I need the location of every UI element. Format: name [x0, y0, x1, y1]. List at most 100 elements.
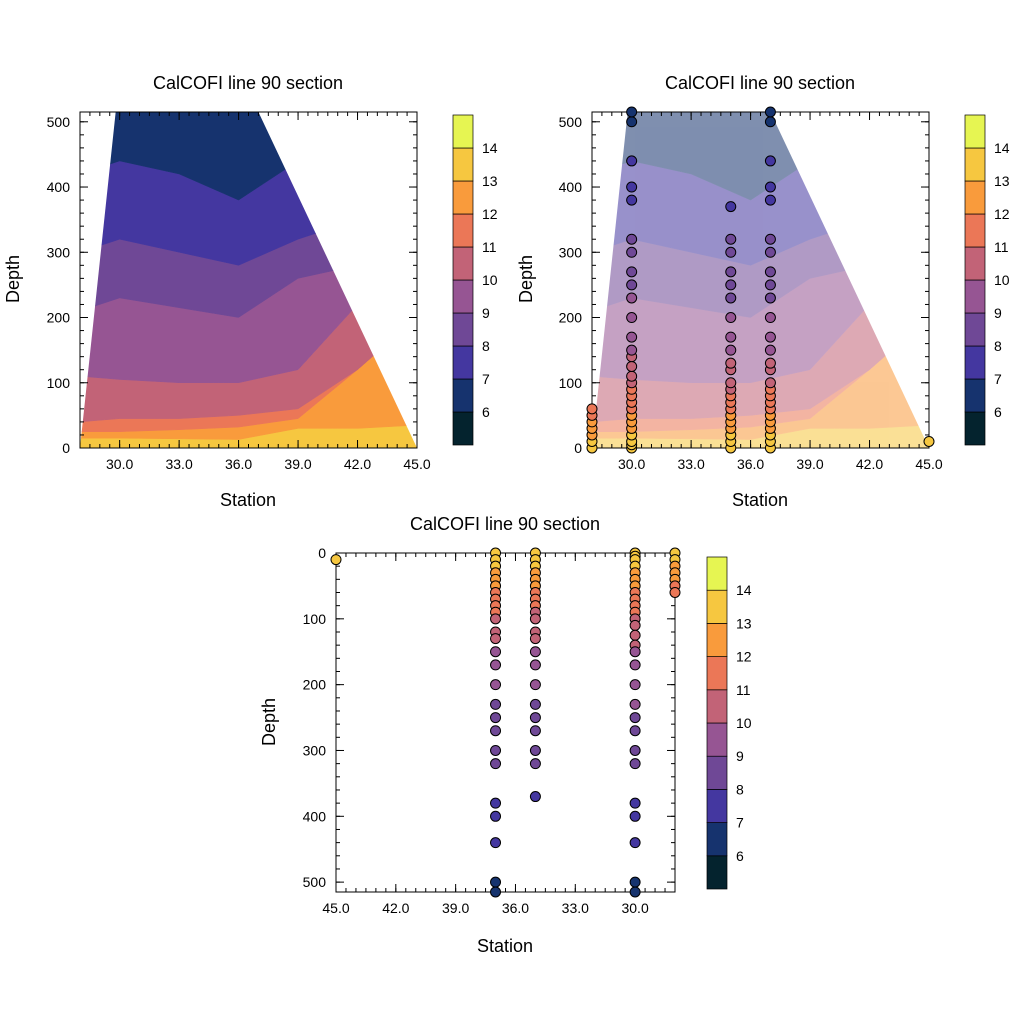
colorbar-swatch [706, 822, 728, 857]
observation-point [626, 116, 638, 128]
observation-point [725, 331, 737, 343]
chart-title: CalCOFI line 90 section [410, 514, 600, 534]
observation-point [764, 194, 776, 206]
x-tick-label: 36.0 [225, 456, 252, 472]
observation-point [626, 181, 638, 193]
observation-point [725, 357, 737, 369]
observation-point [490, 725, 502, 737]
observation-point [764, 181, 776, 193]
x-axis-title: Station [477, 936, 533, 956]
observation-point [764, 155, 776, 167]
panel-contour: CalCOFI line 90 section Station Depth 30… [3, 73, 498, 510]
observation-point [490, 758, 502, 770]
colorbar-label: 12 [736, 649, 752, 665]
observation-point [626, 312, 638, 324]
x-tick-label: 39.0 [442, 900, 469, 916]
y-tick-label: 100 [47, 375, 71, 391]
observation-point [490, 698, 502, 710]
colorbar-label: 14 [994, 140, 1010, 156]
y-tick-label: 200 [559, 310, 583, 326]
observation-point [490, 810, 502, 822]
observation-point [629, 629, 641, 641]
observation-point [586, 403, 598, 415]
observation-point [626, 292, 638, 304]
colorbar-swatch [706, 855, 728, 890]
colorbar-label: 7 [736, 815, 744, 831]
y-axis-title: Depth [3, 255, 23, 303]
colorbar-label: 6 [736, 848, 744, 864]
observation-point [629, 659, 641, 671]
observation-point [626, 331, 638, 343]
colorbar-swatch [964, 114, 986, 149]
x-tick-label: 45.0 [403, 456, 430, 472]
observation-point [529, 659, 541, 671]
observation-point [490, 837, 502, 849]
observation-point [529, 646, 541, 658]
observation-point [629, 679, 641, 691]
observation-point [629, 725, 641, 737]
colorbar-swatch [452, 147, 474, 182]
colorbar-swatch [452, 312, 474, 347]
colorbar-label: 14 [736, 582, 752, 598]
x-tick-label: 33.0 [562, 900, 589, 916]
x-tick-label: 33.0 [677, 456, 704, 472]
colorbar-swatch [452, 378, 474, 413]
observation-point [626, 194, 638, 206]
observation-point [626, 344, 638, 356]
observation-point [490, 886, 502, 898]
observation-point [529, 679, 541, 691]
colorbar-label: 14 [482, 140, 498, 156]
observation-point [629, 758, 641, 770]
observation-point [529, 791, 541, 803]
colorbar-swatch [706, 755, 728, 790]
colorbar-swatch [452, 345, 474, 380]
observation-point [626, 233, 638, 245]
observation-point [626, 266, 638, 278]
y-tick-label: 200 [303, 677, 327, 693]
colorbar-swatch [452, 411, 474, 446]
colorbar-label: 10 [994, 272, 1010, 288]
y-tick-label: 200 [47, 310, 71, 326]
colorbar-swatch [452, 213, 474, 248]
colorbar-label: 13 [482, 173, 498, 189]
colorbar-label: 9 [994, 305, 1002, 321]
observation-point [490, 876, 502, 888]
observation-point [626, 155, 638, 167]
observation-point [490, 646, 502, 658]
observation-point [529, 698, 541, 710]
x-tick-label: 39.0 [284, 456, 311, 472]
observation-point [490, 613, 502, 625]
contour-bands [592, 112, 929, 448]
y-tick-label: 0 [318, 545, 326, 561]
x-axis-title: Station [220, 490, 276, 510]
observation-point [629, 876, 641, 888]
observation-point [626, 279, 638, 291]
colorbar-swatch [964, 378, 986, 413]
observation-point [490, 744, 502, 756]
observation-point [725, 266, 737, 278]
observation-point [629, 619, 641, 631]
colorbar-label: 8 [994, 338, 1002, 354]
observation-point [626, 360, 638, 372]
observation-point [764, 116, 776, 128]
observation-point [490, 633, 502, 645]
x-tick-label: 30.0 [106, 456, 133, 472]
x-tick-label: 36.0 [502, 900, 529, 916]
observation-point [764, 344, 776, 356]
x-tick-label: 39.0 [796, 456, 823, 472]
observation-point [764, 331, 776, 343]
y-axis-title: Depth [259, 698, 279, 746]
x-tick-label: 45.0 [322, 900, 349, 916]
colorbar-swatch [452, 246, 474, 281]
chart-title: CalCOFI line 90 section [153, 73, 343, 93]
observation-point [725, 377, 737, 389]
observation-point [764, 357, 776, 369]
colorbar-label: 12 [482, 206, 498, 222]
colorbar-swatch [964, 279, 986, 314]
panel-contour-scatter: CalCOFI line 90 section Station Depth 30… [516, 73, 1010, 510]
observation-point [629, 810, 641, 822]
observation-point [764, 377, 776, 389]
observation-points [330, 547, 681, 898]
observation-point [725, 292, 737, 304]
colorbar-label: 8 [736, 781, 744, 797]
